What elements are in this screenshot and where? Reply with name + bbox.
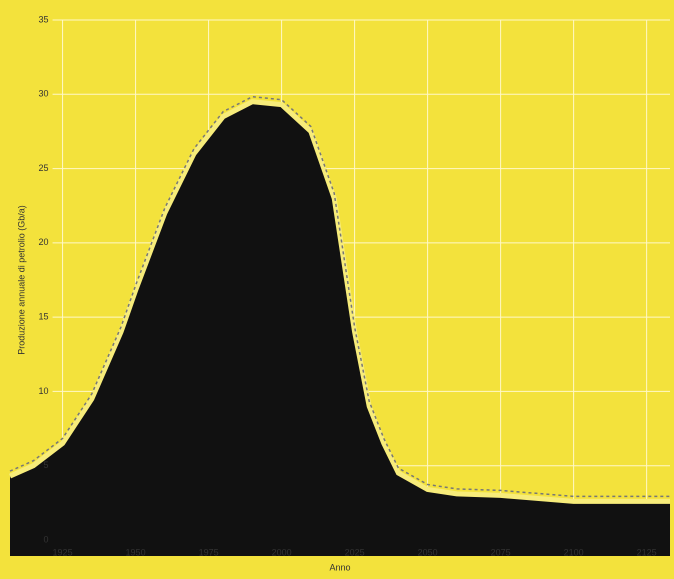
y-tick-label: 5 [44, 460, 49, 470]
x-tick-label: 2100 [564, 547, 584, 557]
y-tick-label: 20 [39, 237, 49, 247]
chart: 0510152025303519251950197520002025205020… [0, 0, 674, 579]
y-tick-label: 0 [44, 534, 49, 544]
x-tick-label: 1950 [126, 547, 146, 557]
x-axis-label: Anno [329, 562, 350, 572]
y-tick-label: 30 [39, 89, 49, 99]
x-tick-label: 2075 [491, 547, 511, 557]
x-tick-label: 2025 [345, 547, 365, 557]
x-tick-label: 2050 [418, 547, 438, 557]
y-tick-label: 10 [39, 386, 49, 396]
x-tick-label: 2125 [637, 547, 657, 557]
y-axis-label: Produzione annuale di petrolio (Gb/a) [16, 205, 26, 355]
y-tick-label: 15 [39, 312, 49, 322]
x-tick-label: 1925 [53, 547, 73, 557]
x-tick-label: 2000 [272, 547, 292, 557]
y-tick-label: 35 [39, 14, 49, 24]
x-tick-label: 1975 [199, 547, 219, 557]
y-tick-label: 25 [39, 163, 49, 173]
